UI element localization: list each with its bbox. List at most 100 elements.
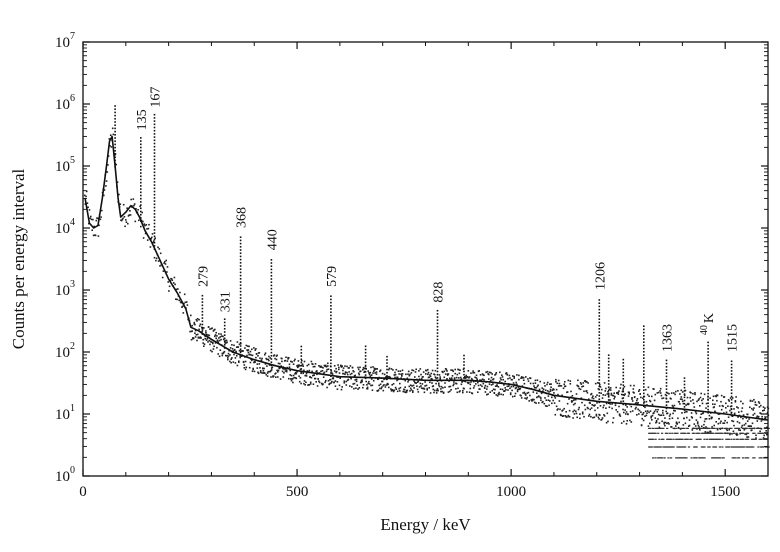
count-dot xyxy=(246,354,248,357)
count-dot xyxy=(361,380,363,383)
count-dot xyxy=(321,370,324,372)
peak-label-828: 828 xyxy=(431,282,446,303)
count-dot xyxy=(737,416,739,418)
count-dot xyxy=(747,457,750,459)
count-dot xyxy=(293,360,296,362)
count-dot xyxy=(661,427,664,429)
peak-dot xyxy=(598,385,601,388)
count-dot xyxy=(396,379,398,382)
count-dot xyxy=(230,361,232,364)
peak-dot xyxy=(598,347,601,349)
count-dot xyxy=(583,415,585,418)
peak-dot xyxy=(622,362,625,364)
count-dot xyxy=(755,437,757,439)
count-dot xyxy=(610,392,613,395)
peak-dot xyxy=(683,399,686,402)
count-dot xyxy=(396,376,399,379)
count-dot xyxy=(377,390,379,392)
count-dot xyxy=(651,403,654,406)
count-dot xyxy=(763,427,766,429)
count-dot xyxy=(767,446,770,448)
count-dot xyxy=(670,426,673,428)
count-dot xyxy=(331,380,333,383)
count-dot xyxy=(195,334,198,336)
count-dot xyxy=(612,394,615,397)
count-dot xyxy=(686,438,689,440)
count-dot xyxy=(342,369,344,372)
count-dot xyxy=(409,373,411,376)
count-dot xyxy=(279,367,281,369)
count-dot xyxy=(743,429,746,431)
count-dot xyxy=(343,380,346,382)
count-dot xyxy=(146,228,148,230)
count-dot xyxy=(569,383,572,385)
peak-dot xyxy=(330,346,332,349)
count-dot xyxy=(764,417,767,419)
count-dot xyxy=(103,194,105,197)
peak-dot xyxy=(239,239,242,242)
count-dot xyxy=(676,438,679,440)
peak-dot xyxy=(300,355,303,357)
count-dot xyxy=(85,195,87,198)
count-dot xyxy=(302,372,304,375)
count-dot xyxy=(672,438,675,440)
continuum-series xyxy=(84,135,769,421)
count-dot xyxy=(694,457,697,459)
peak-dot xyxy=(223,331,226,333)
count-dot xyxy=(395,388,398,390)
count-dot xyxy=(227,352,230,355)
peak-dot xyxy=(140,140,142,142)
count-dot xyxy=(621,397,624,400)
count-dot xyxy=(629,419,631,422)
peak-dot xyxy=(239,281,242,283)
count-dot xyxy=(501,374,503,376)
count-dot xyxy=(731,457,734,459)
peak-dot xyxy=(239,249,242,251)
count-dot xyxy=(201,328,204,330)
count-dot xyxy=(190,314,192,317)
count-dot xyxy=(103,189,106,191)
count-dot xyxy=(307,363,310,366)
count-dot xyxy=(407,370,410,373)
count-dot xyxy=(713,446,716,448)
count-dot xyxy=(388,386,390,389)
count-dot xyxy=(670,438,673,440)
count-dot xyxy=(594,409,596,412)
count-dot xyxy=(369,371,372,374)
count-dot xyxy=(713,424,715,427)
peak-dot xyxy=(622,390,625,393)
peak-dot xyxy=(140,185,142,187)
count-dot xyxy=(691,427,694,429)
count-dot xyxy=(543,402,546,405)
count-dot xyxy=(294,358,296,361)
count-dot xyxy=(408,374,411,377)
count-dot xyxy=(277,371,279,373)
count-dot xyxy=(393,389,396,392)
count-dot xyxy=(120,219,123,222)
count-dot xyxy=(166,266,169,268)
peak-dot xyxy=(330,327,332,329)
count-dot xyxy=(165,259,167,262)
count-dot xyxy=(664,432,667,434)
count-dot xyxy=(259,367,261,369)
peak-dot xyxy=(140,172,142,174)
count-dot xyxy=(464,376,466,378)
count-dot xyxy=(579,382,582,384)
count-dot xyxy=(653,446,656,448)
count-dot xyxy=(716,394,719,397)
peak-dot xyxy=(386,355,388,358)
peak-dot xyxy=(598,344,601,346)
count-dot xyxy=(497,386,500,388)
count-dot xyxy=(618,413,621,415)
count-dot xyxy=(626,420,628,422)
peak-dot xyxy=(153,168,156,170)
count-dot xyxy=(515,381,517,384)
peak-dot xyxy=(114,118,116,120)
count-dot xyxy=(431,382,433,384)
count-dot xyxy=(694,427,697,429)
peak-dot xyxy=(598,392,601,394)
count-dot xyxy=(620,393,623,396)
count-dot xyxy=(740,410,743,413)
count-dot xyxy=(409,387,412,390)
count-dot xyxy=(220,333,222,335)
